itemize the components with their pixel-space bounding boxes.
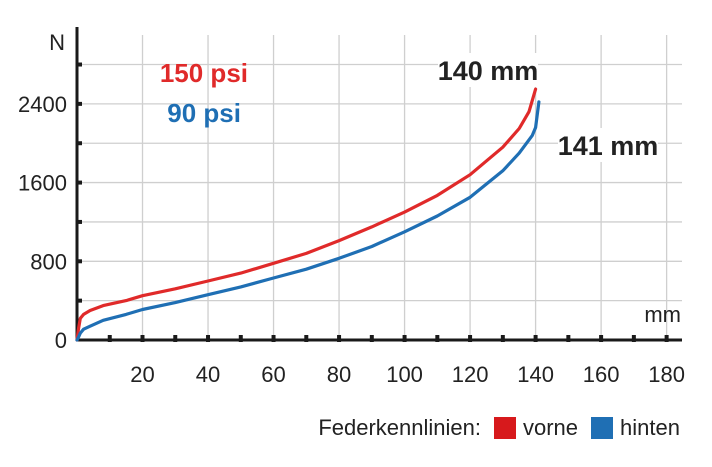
x-tick-label: 180 (648, 362, 685, 387)
x-tick-label: 20 (130, 362, 154, 387)
y-tick-label: 800 (30, 249, 67, 274)
annotation-141mm: 141 mm (558, 131, 659, 161)
x-tick-label: 80 (327, 362, 351, 387)
x-tick-label: 100 (386, 362, 423, 387)
y-tick-label: 1600 (18, 171, 67, 196)
x-tick-label: 60 (261, 362, 285, 387)
legend-label-hinten: hinten (620, 415, 680, 440)
series-label-150psi: 150 psi (160, 58, 248, 88)
series-lines (75, 87, 541, 342)
annotation-140mm: 140 mm (438, 56, 539, 86)
x-tick-label: 160 (583, 362, 620, 387)
legend: Federkennlinien: vorne hinten (0, 408, 684, 448)
legend-title: Federkennlinien: (318, 415, 481, 440)
y-tick-label: 2400 (18, 92, 67, 117)
series-label-90psi: 90 psi (167, 98, 241, 128)
chart-labels: Nmm 150 psi 90 psi 140 mm 141 mm (49, 30, 681, 327)
x-tick-label: 40 (196, 362, 220, 387)
x-tick-label: 120 (452, 362, 489, 387)
x-tick-label: 140 (517, 362, 554, 387)
tick-labels: 0 800 1600 2400 20 40 60 80 100 120 140 160 180 (18, 92, 685, 387)
series-line-90psi (75, 100, 541, 342)
annotation-bg (438, 53, 538, 87)
annotation-bg (558, 128, 658, 162)
series-line-150psi (75, 87, 538, 342)
x-axis-unit: mm (644, 302, 681, 327)
y-axis-unit: N (49, 30, 65, 55)
axes (75, 27, 682, 342)
legend-swatch-vorne (494, 417, 516, 439)
y-tick-label: 0 (55, 328, 67, 353)
legend-label-vorne: vorne (523, 415, 579, 440)
legend-swatch-hinten (591, 417, 614, 439)
